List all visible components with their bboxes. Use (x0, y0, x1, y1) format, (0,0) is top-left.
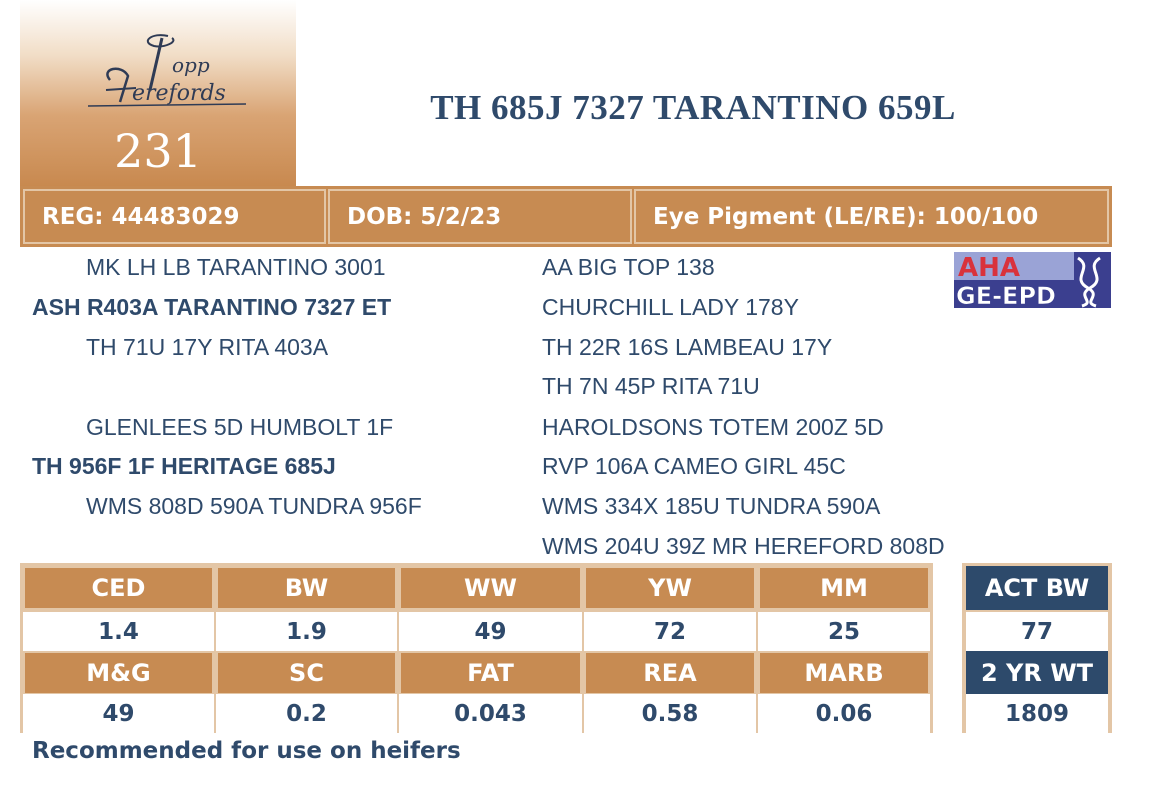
pedigree-ancestor: AA BIG TOP 138 (542, 254, 715, 280)
pedigree-sire-sire: MK LH LB TARANTINO 3001 (86, 254, 386, 280)
pedigree-ancestor: RVP 106A CAMEO GIRL 45C (542, 453, 846, 479)
animal-name-title: TH 685J 7327 TARANTINO 659L (430, 88, 956, 127)
pedigree-ancestor: CHURCHILL LADY 178Y (542, 294, 799, 320)
pedigree-sire-dam: TH 71U 17Y RITA 403A (86, 334, 329, 360)
epd-value-ced: 1.4 (23, 612, 214, 652)
pedigree-dam-sire: GLENLEES 5D HUMBOLT 1F (86, 414, 394, 440)
topp-herefords-logo: opp erefords (87, 34, 247, 107)
epd-value-ww: 49 (399, 612, 582, 652)
registration-number: REG: 44483029 (23, 189, 326, 244)
svg-text:erefords: erefords (132, 81, 226, 106)
epd-value-bw: 1.9 (216, 612, 397, 652)
epd-header-rea: REA (584, 651, 756, 695)
pedigree-ancestor: TH 22R 16S LAMBEAU 17Y (542, 334, 833, 360)
eye-pigment: Eye Pigment (LE/RE): 100/100 (634, 189, 1109, 244)
pedigree-dam-dam: WMS 808D 590A TUNDRA 956F (86, 493, 422, 519)
epd-header-ced: CED (23, 566, 214, 610)
pedigree-dam: TH 956F 1F HERITAGE 685J (32, 453, 336, 479)
epd-header-sc: SC (216, 651, 397, 695)
epd-header-ww: WW (399, 566, 582, 610)
lot-logo-block: opp erefords 231 (20, 0, 296, 186)
epd-header-bw: BW (216, 566, 397, 610)
epd-header-yw: YW (584, 566, 756, 610)
two-year-weight-header: 2 YR WT (966, 651, 1108, 695)
pedigree-ancestor: WMS 204U 39Z MR HEREFORD 808D (542, 533, 945, 559)
pedigree-ancestor: HAROLDSONS TOTEM 200Z 5D (542, 414, 884, 440)
date-of-birth: DOB: 5/2/23 (328, 189, 632, 244)
svg-text:opp: opp (172, 53, 210, 77)
aha-ge-epd-logo: AHA GE-EPD (954, 252, 1111, 308)
pedigree-sire: ASH R403A TARANTINO 7327 ET (32, 294, 392, 320)
epd-value-mm: 25 (758, 612, 930, 652)
epd-header-mm: MM (758, 566, 930, 610)
svg-text:AHA: AHA (958, 253, 1020, 283)
registration-info-bar: REG: 44483029 DOB: 5/2/23 Eye Pigment (L… (20, 186, 1112, 247)
epd-value-mg: 49 (23, 694, 214, 734)
epd-value-rea: 0.58 (584, 694, 756, 734)
recommendation-note: Recommended for use on heifers (32, 738, 461, 764)
epd-value-sc: 0.2 (216, 694, 397, 734)
epd-header-marb: MARB (758, 651, 930, 695)
epd-header-fat: FAT (399, 651, 582, 695)
pedigree-ancestor: TH 7N 45P RITA 71U (542, 373, 760, 399)
two-year-weight-value: 1809 (966, 694, 1108, 734)
actual-bw-header: ACT BW (966, 566, 1108, 610)
epd-header-mg: M&G (23, 651, 214, 695)
actual-bw-value: 77 (966, 612, 1108, 652)
svg-text:GE-EPD: GE-EPD (956, 282, 1056, 308)
pedigree-ancestor: WMS 334X 185U TUNDRA 590A (542, 493, 881, 519)
epd-value-fat: 0.043 (399, 694, 582, 734)
epd-value-yw: 72 (584, 612, 756, 652)
epd-value-marb: 0.06 (758, 694, 930, 734)
lot-number: 231 (114, 124, 202, 178)
